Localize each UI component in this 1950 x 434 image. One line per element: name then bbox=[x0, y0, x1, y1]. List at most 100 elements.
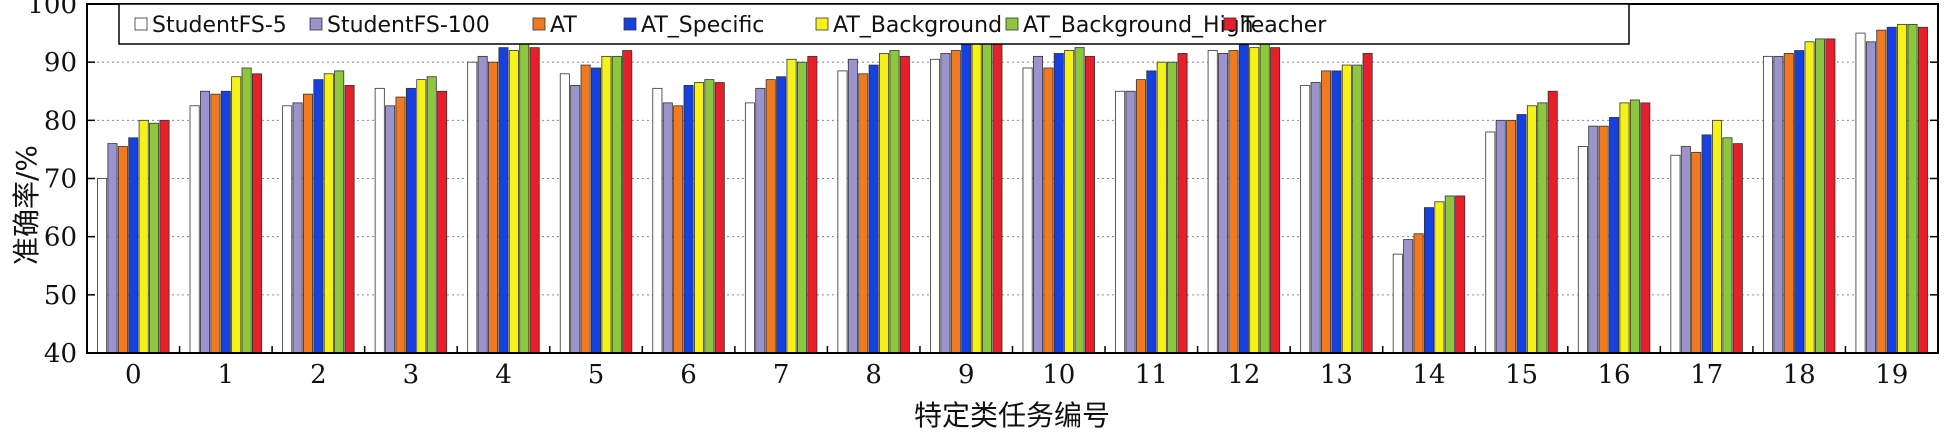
gridlines bbox=[87, 61, 1938, 296]
bar bbox=[1228, 50, 1239, 354]
x-tick-label: 8 bbox=[865, 360, 882, 390]
x-tick-label: 10 bbox=[1042, 360, 1075, 390]
bar bbox=[622, 50, 633, 354]
bar bbox=[313, 79, 324, 354]
bar bbox=[940, 53, 951, 354]
bar bbox=[1577, 146, 1588, 354]
bar bbox=[1064, 50, 1075, 354]
bar bbox=[1270, 47, 1281, 354]
bar bbox=[992, 41, 1003, 354]
bar bbox=[1537, 102, 1548, 354]
bar bbox=[437, 90, 448, 354]
bar bbox=[601, 55, 612, 354]
bar bbox=[1680, 146, 1691, 354]
bar bbox=[1917, 26, 1928, 354]
bar bbox=[704, 79, 715, 354]
x-tick-label: 3 bbox=[403, 360, 420, 390]
bar bbox=[1259, 41, 1270, 354]
bar bbox=[570, 85, 581, 354]
bar bbox=[1310, 82, 1321, 354]
x-tick-label: 1 bbox=[218, 360, 235, 390]
bar bbox=[1629, 99, 1640, 354]
bar bbox=[1814, 38, 1825, 354]
bar bbox=[899, 55, 910, 354]
bar bbox=[683, 85, 694, 354]
bar bbox=[1300, 85, 1311, 354]
bar bbox=[755, 87, 766, 354]
bar bbox=[1762, 55, 1773, 354]
bar bbox=[796, 61, 807, 354]
x-axis-title: 特定类任务编号 bbox=[914, 399, 1110, 432]
bar bbox=[210, 93, 221, 354]
bar bbox=[1907, 23, 1918, 354]
bar bbox=[159, 119, 170, 354]
bar bbox=[776, 76, 787, 354]
bar bbox=[128, 137, 139, 354]
bar bbox=[611, 55, 622, 354]
bar bbox=[241, 67, 252, 354]
bar bbox=[786, 58, 797, 354]
bar bbox=[1115, 90, 1126, 354]
bar bbox=[477, 55, 488, 354]
bar bbox=[1125, 90, 1136, 354]
legend-label: Teacher bbox=[1240, 13, 1327, 38]
bar bbox=[1331, 70, 1342, 354]
y-tick-label: 80 bbox=[44, 106, 77, 136]
bar bbox=[930, 58, 941, 354]
bar bbox=[693, 82, 704, 354]
x-tick-label: 19 bbox=[1875, 360, 1908, 390]
x-tick-label: 14 bbox=[1412, 360, 1445, 390]
x-axis-ticks: 0 1 2 3 4 5 6 7 8 9 10 11 12 13 14 15 16 17 18 19 bbox=[125, 346, 1908, 390]
bar bbox=[231, 76, 242, 354]
bar bbox=[1074, 47, 1085, 354]
bar bbox=[200, 90, 211, 354]
x-tick-label: 18 bbox=[1783, 360, 1816, 390]
bar bbox=[1516, 114, 1527, 354]
x-tick-label: 17 bbox=[1690, 360, 1723, 390]
x-tick-label: 4 bbox=[495, 360, 512, 390]
x-tick-label: 11 bbox=[1135, 360, 1168, 390]
bar bbox=[580, 64, 591, 354]
bar bbox=[673, 105, 684, 354]
y-tick-label: 50 bbox=[44, 281, 77, 311]
y-tick-label: 70 bbox=[44, 165, 77, 195]
legend-label: AT_Background bbox=[833, 13, 1002, 38]
bar bbox=[385, 105, 396, 354]
bar bbox=[879, 53, 890, 354]
bar bbox=[1444, 195, 1455, 354]
x-tick-label: 15 bbox=[1505, 360, 1538, 390]
bar bbox=[889, 50, 900, 354]
bar bbox=[807, 55, 818, 354]
bar bbox=[1712, 119, 1723, 354]
bar bbox=[1146, 70, 1157, 354]
bar bbox=[395, 96, 406, 354]
bar bbox=[1321, 70, 1332, 354]
bar bbox=[1053, 53, 1064, 354]
bar bbox=[1609, 117, 1620, 354]
bar bbox=[1084, 55, 1095, 354]
bar bbox=[1865, 41, 1876, 354]
bar bbox=[374, 87, 385, 354]
bar bbox=[1876, 29, 1887, 354]
legend-label: StudentFS-100 bbox=[327, 13, 490, 38]
bar bbox=[1392, 253, 1403, 354]
bar bbox=[1691, 151, 1702, 354]
y-tick-label: 90 bbox=[44, 48, 77, 78]
legend-box bbox=[118, 3, 1630, 45]
bar bbox=[334, 70, 345, 354]
bar bbox=[950, 50, 961, 354]
bar bbox=[1043, 67, 1054, 354]
legend-label: AT_Specific bbox=[641, 13, 764, 38]
bar bbox=[1886, 26, 1897, 354]
bar bbox=[591, 67, 602, 354]
bar bbox=[1855, 32, 1866, 354]
bar bbox=[292, 102, 303, 354]
bar bbox=[1403, 239, 1414, 354]
bar bbox=[1773, 55, 1784, 354]
legend-swatch bbox=[1223, 17, 1237, 31]
bar bbox=[1804, 41, 1815, 354]
x-tick-label: 9 bbox=[958, 360, 975, 390]
bar bbox=[416, 79, 427, 354]
y-tick-label: 40 bbox=[44, 339, 77, 369]
bar bbox=[1825, 38, 1836, 354]
